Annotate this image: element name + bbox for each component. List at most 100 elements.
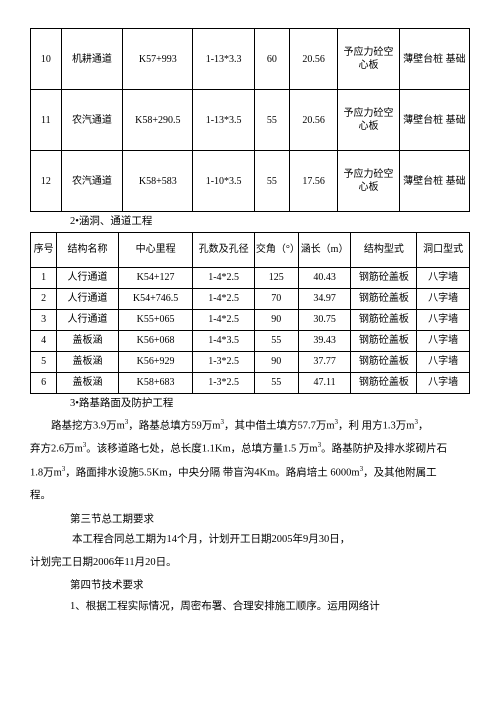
text: 。路基防护及排水浆砌片石: [321, 444, 447, 455]
cell-opening: 八字墙: [417, 309, 470, 330]
cell-no: 1: [31, 267, 57, 288]
text: ，及其他附属工: [363, 468, 437, 479]
table-header-row: 序号 结构名称 中心里程 孔数及孔径 交角（°） 涵长（m） 结构型式 洞口型式: [31, 232, 470, 267]
subheading-culvert: 2•涵洞、通道工程: [70, 214, 470, 230]
cell-angle: 125: [254, 267, 298, 288]
cell-opening: 八字墙: [417, 330, 470, 351]
text: ，其中借土填方57.7万m: [224, 420, 335, 431]
cell-span: 37.77: [298, 351, 351, 372]
cell-name: 人行通道: [57, 309, 118, 330]
cell-no: 6: [31, 372, 57, 393]
cell-struct: 钢筋砼盖板: [351, 372, 417, 393]
cell-holes: 1-3*2.5: [193, 351, 254, 372]
th-angle: 交角（°）: [254, 232, 298, 267]
subheading-roadbed: 3•路基路面及防护工程: [70, 396, 470, 412]
cell-span: 17.56: [289, 151, 337, 212]
cell-angle: 55: [254, 151, 289, 212]
cell-holes: 1-13*3.3: [193, 29, 254, 90]
cell-span: 20.56: [289, 90, 337, 151]
cell-struct: 予应力砼空心板: [338, 151, 399, 212]
table-row: 6 盖板涵 K58+683 1-3*2.5 55 47.11 钢筋砼盖板 八字墙: [31, 372, 470, 393]
cell-angle: 60: [254, 29, 289, 90]
paragraph-roadbed-1: 路基挖方3.9万m3，路基总填方59万m3，其中借土填方57.7万m3，利 用方…: [30, 416, 470, 436]
cell-chainage: K54+746.5: [118, 288, 193, 309]
table-row: 11 农汽通道 K58+290.5 1-13*3.5 55 20.56 予应力砼…: [31, 90, 470, 151]
table-row: 3 人行通道 K55+065 1-4*2.5 90 30.75 钢筋砼盖板 八字…: [31, 309, 470, 330]
cell-name: 机耕通道: [61, 29, 122, 90]
cell-span: 20.56: [289, 29, 337, 90]
th-name: 结构名称: [57, 232, 118, 267]
table-row: 1 人行通道 K54+127 1-4*2.5 125 40.43 钢筋砼盖板 八…: [31, 267, 470, 288]
cell-angle: 55: [254, 90, 289, 151]
cell-span: 34.97: [298, 288, 351, 309]
paragraph-duration-1: 本工程合同总工期为14个月，计划开工日期2005年9月30日，: [30, 531, 470, 549]
cell-no: 3: [31, 309, 57, 330]
text: ，: [418, 420, 429, 431]
text: 路基挖方3.9万m: [51, 420, 125, 431]
cell-opening: 八字墙: [417, 372, 470, 393]
cell-opening: 八字墙: [417, 267, 470, 288]
paragraph-roadbed-2: 弃方2.6万m3。该移道路七处，总长度1.1Km，总填方量1.5 万m3。路基防…: [30, 439, 470, 459]
paragraph-roadbed-4: 程。: [30, 487, 470, 505]
cell-name: 农汽通道: [61, 151, 122, 212]
cell-span: 30.75: [298, 309, 351, 330]
cell-angle: 55: [254, 372, 298, 393]
table-row: 2 人行通道 K54+746.5 1-4*2.5 70 34.97 钢筋砼盖板 …: [31, 288, 470, 309]
cell-chainage: K58+583: [123, 151, 193, 212]
section-3-title: 第三节总工期要求: [70, 512, 470, 528]
cell-holes: 1-4*2.5: [193, 309, 254, 330]
cell-no: 2: [31, 288, 57, 309]
cell-found: 薄壁台桩 基础: [399, 90, 469, 151]
cell-holes: 1-3*2.5: [193, 372, 254, 393]
cell-chainage: K56+068: [118, 330, 193, 351]
table-row: 5 盖板涵 K56+929 1-3*2.5 90 37.77 钢筋砼盖板 八字墙: [31, 351, 470, 372]
cell-struct: 予应力砼空心板: [338, 29, 399, 90]
cell-chainage: K58+290.5: [123, 90, 193, 151]
table-row: 10 机耕通道 K57+993 1-13*3.3 60 20.56 予应力砼空心…: [31, 29, 470, 90]
paragraph-duration-2: 计划完工日期2006年11月20日。: [30, 554, 470, 572]
table-row: 12 农汽通道 K58+583 1-10*3.5 55 17.56 予应力砼空心…: [31, 151, 470, 212]
cell-name: 人行通道: [57, 267, 118, 288]
cell-name: 盖板涵: [57, 372, 118, 393]
cell-opening: 八字墙: [417, 288, 470, 309]
th-no: 序号: [31, 232, 57, 267]
cell-holes: 1-13*3.5: [193, 90, 254, 151]
cell-name: 人行通道: [57, 288, 118, 309]
th-opening: 洞口型式: [417, 232, 470, 267]
cell-angle: 55: [254, 330, 298, 351]
culvert-table: 序号 结构名称 中心里程 孔数及孔径 交角（°） 涵长（m） 结构型式 洞口型式…: [30, 232, 470, 394]
cell-struct: 钢筋砼盖板: [351, 351, 417, 372]
cell-holes: 1-10*3.5: [193, 151, 254, 212]
bridge-table: 10 机耕通道 K57+993 1-13*3.3 60 20.56 予应力砼空心…: [30, 28, 470, 212]
cell-chainage: K55+065: [118, 309, 193, 330]
cell-struct: 钢筋砼盖板: [351, 309, 417, 330]
cell-span: 40.43: [298, 267, 351, 288]
cell-span: 39.43: [298, 330, 351, 351]
bridge-table-body: 10 机耕通道 K57+993 1-13*3.3 60 20.56 予应力砼空心…: [31, 29, 470, 212]
cell-no: 11: [31, 90, 62, 151]
cell-holes: 1-4*2.5: [193, 288, 254, 309]
th-span: 涵长（m）: [298, 232, 351, 267]
th-struct: 结构型式: [351, 232, 417, 267]
cell-struct: 钢筋砼盖板: [351, 288, 417, 309]
cell-opening: 八字墙: [417, 351, 470, 372]
text: 。该移道路七处，总长度1.1Km，总填方量1.5 万m: [86, 444, 317, 455]
th-holes: 孔数及孔径: [193, 232, 254, 267]
text: 1.8万m: [30, 468, 62, 479]
cell-no: 10: [31, 29, 62, 90]
cell-angle: 70: [254, 288, 298, 309]
cell-struct: 钢筋砼盖板: [351, 267, 417, 288]
cell-found: 薄壁台桩 基础: [399, 29, 469, 90]
th-chainage: 中心里程: [118, 232, 193, 267]
cell-chainage: K54+127: [118, 267, 193, 288]
text: ，路面排水设施5.5Km，中央分隔 带盲沟4Km。路肩培土 6000m: [65, 468, 359, 479]
table-row: 4 盖板涵 K56+068 1-4*3.5 55 39.43 钢筋砼盖板 八字墙: [31, 330, 470, 351]
cell-chainage: K57+993: [123, 29, 193, 90]
cell-found: 薄壁台桩 基础: [399, 151, 469, 212]
cell-chainage: K58+683: [118, 372, 193, 393]
cell-chainage: K56+929: [118, 351, 193, 372]
cell-no: 4: [31, 330, 57, 351]
cell-angle: 90: [254, 309, 298, 330]
cell-holes: 1-4*3.5: [193, 330, 254, 351]
cell-name: 农汽通道: [61, 90, 122, 151]
